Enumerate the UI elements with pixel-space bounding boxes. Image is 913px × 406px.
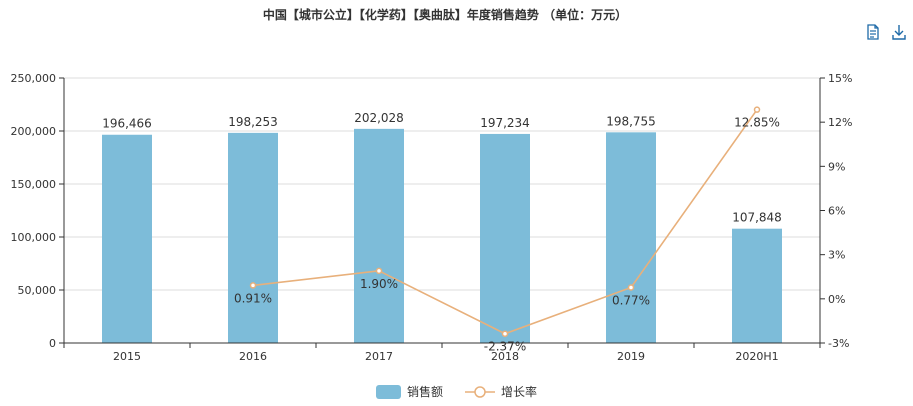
left-axis-tick-label: 150,000 <box>11 178 57 191</box>
x-axis-tick-label: 2019 <box>617 350 645 363</box>
growth-point-2020H1 <box>753 106 761 113</box>
bar-value-label: 198,253 <box>228 115 278 129</box>
bar-value-label: 197,234 <box>480 116 530 130</box>
growth-point-2017 <box>375 267 383 275</box>
legend-item-growth[interactable]: 增长率 <box>465 383 537 400</box>
legend-item-sales[interactable]: 销售额 <box>375 383 443 400</box>
bar-value-label: 107,848 <box>732 211 782 225</box>
left-axis-tick-label: 0 <box>49 337 56 350</box>
data-view-icon[interactable] <box>865 24 881 40</box>
right-axis-tick-label: 12% <box>828 116 852 129</box>
legend-bar-swatch <box>375 384 401 399</box>
legend-label-sales: 销售额 <box>406 385 443 399</box>
growth-value-label: -2.37% <box>484 340 526 354</box>
bar-2015 <box>102 134 152 343</box>
growth-point-2016 <box>249 282 257 289</box>
growth-value-label: 1.90% <box>360 277 398 291</box>
growth-point-2019 <box>627 284 635 291</box>
bar-series <box>102 128 782 343</box>
chart-title: 中国【城市公立】【化学药】【奥曲肽】年度销售趋势 （单位：万元） <box>262 8 628 22</box>
legend-label-growth: 增长率 <box>501 385 538 399</box>
legend: 销售额 增长率 <box>0 383 913 400</box>
bar-value-label: 198,755 <box>606 114 656 128</box>
right-axis-tick-label: 0% <box>828 293 845 306</box>
bar-2019 <box>606 132 656 343</box>
legend-line-swatch <box>465 385 495 398</box>
right-axis-tick-label: 15% <box>828 72 852 85</box>
left-axis-tick-label: 200,000 <box>11 125 57 138</box>
bar-2016 <box>228 132 278 343</box>
x-axis-tick-label: 2015 <box>113 350 141 363</box>
chart-plot: 0 50,000 100,000 150,000 200,000 250,000 -3% 0%… <box>11 72 853 363</box>
left-axis-tick-label: 100,000 <box>11 231 57 244</box>
bar-2018 <box>480 133 530 343</box>
bar-value-label: 196,466 <box>102 117 152 131</box>
left-axis-tick-label: 50,000 <box>18 284 57 297</box>
x-axis-tick-label: 2017 <box>365 350 393 363</box>
growth-value-label: 12.85% <box>734 116 780 130</box>
download-icon[interactable] <box>891 24 907 40</box>
data-labels: 196,466 198,253 202,028 197,234 198,755 107,8… <box>102 111 782 354</box>
toolbox <box>865 24 907 40</box>
bar-2020H1 <box>732 228 782 343</box>
right-axis-tick-label: 9% <box>828 160 845 173</box>
growth-point-2018 <box>501 330 509 337</box>
grid-lines <box>64 77 820 291</box>
right-axis-tick-label: 3% <box>828 249 845 262</box>
line-series <box>249 106 761 337</box>
growth-value-label: 0.77% <box>612 293 650 307</box>
x-axis-tick-label: 2020H1 <box>735 350 778 363</box>
x-axis-tick-label: 2016 <box>239 350 267 363</box>
growth-value-label: 0.91% <box>234 291 272 305</box>
axes: 0 50,000 100,000 150,000 200,000 250,000 -3% 0%… <box>11 72 853 363</box>
left-axis-tick-label: 250,000 <box>11 72 57 85</box>
bar-value-label: 202,028 <box>354 111 404 125</box>
right-axis-tick-label: -3% <box>828 337 849 350</box>
bar-2017 <box>354 128 404 343</box>
right-axis-tick-label: 6% <box>828 205 845 218</box>
x-axis-tick-label: 2018 <box>491 350 519 363</box>
